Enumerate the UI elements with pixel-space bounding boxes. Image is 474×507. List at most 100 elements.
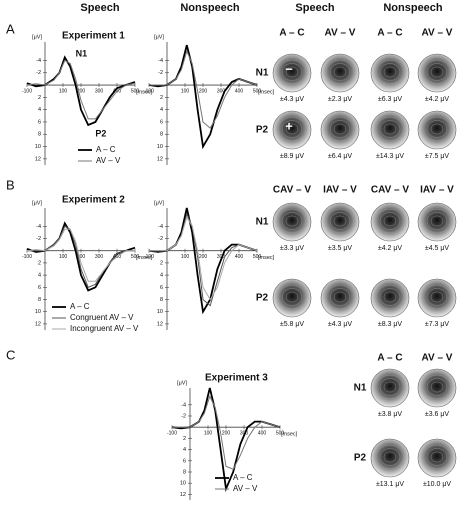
y-axis-label: [μV] xyxy=(32,34,42,40)
topomap-contour xyxy=(333,123,347,135)
topomap-contour xyxy=(285,215,299,227)
x-tick-label: 400 xyxy=(258,431,267,437)
y-tick-label: -2 xyxy=(158,236,163,242)
y-tick-label: 12 xyxy=(180,492,186,498)
x-axis-label: [msec] xyxy=(258,255,275,261)
legend-label: AV – V xyxy=(96,156,121,165)
map-value: ±3.3 μV xyxy=(280,245,305,252)
x-tick-label: -100 xyxy=(22,254,32,260)
map-column-header: CAV – V xyxy=(371,185,409,196)
topomap-contour xyxy=(383,291,397,303)
y-tick-label: -2 xyxy=(158,70,163,76)
waveform xyxy=(27,225,135,288)
topomap-contour xyxy=(281,120,303,138)
wave-header: Nonspeech xyxy=(180,2,240,14)
map-row-label: P2 xyxy=(354,453,367,464)
topomap-contour xyxy=(277,116,307,142)
topomap xyxy=(320,110,360,150)
x-tick-label: 200 xyxy=(199,254,208,260)
topomap-contour xyxy=(383,381,397,393)
topomap-contour xyxy=(379,212,401,230)
topomap-contour xyxy=(422,59,452,85)
y-tick-label: 8 xyxy=(38,297,41,303)
topomap-contour xyxy=(285,123,299,135)
x-tick-label: 300 xyxy=(95,88,104,94)
topomap-contour xyxy=(383,123,397,135)
topomap xyxy=(417,368,457,408)
topomap-contour xyxy=(329,212,351,230)
legend-label: A – C xyxy=(96,145,116,154)
wave-header: Speech xyxy=(80,2,119,14)
y-tick-label: 12 xyxy=(157,321,163,327)
map-value: ±13.1 μV xyxy=(376,481,404,488)
topomap-contour xyxy=(379,448,401,466)
x-axis-label: [msec] xyxy=(281,432,298,438)
topomap-contour xyxy=(379,120,401,138)
map-header: Nonspeech xyxy=(383,2,443,14)
topomap-contour xyxy=(333,291,347,303)
topomap-contour xyxy=(422,444,452,470)
topomap-contour xyxy=(333,66,347,78)
y-tick-label: 8 xyxy=(160,297,163,303)
x-tick-label: -100 xyxy=(167,431,177,437)
x-tick-label: 100 xyxy=(59,254,68,260)
topomap xyxy=(417,278,457,318)
y-axis-label: [μV] xyxy=(154,200,164,206)
waveform xyxy=(26,228,135,282)
y-tick-label: 10 xyxy=(35,309,41,315)
x-axis-label: [msec] xyxy=(136,90,153,96)
y-tick-label: -4 xyxy=(158,224,163,230)
y-tick-label: -2 xyxy=(36,236,41,242)
panel-letter: A xyxy=(6,21,15,36)
y-tick-label: 12 xyxy=(35,321,41,327)
legend-label: A – C xyxy=(233,473,253,482)
x-tick-label: 500 xyxy=(131,254,140,260)
map-value: ±2.3 μV xyxy=(328,96,353,103)
topomap xyxy=(370,438,410,478)
topomap xyxy=(320,53,360,93)
map-value: ±6.3 μV xyxy=(378,96,403,103)
topomap-contour xyxy=(325,284,355,310)
y-tick-label: 6 xyxy=(38,285,41,291)
x-tick-label: -100 xyxy=(144,88,154,94)
y-tick-label: 4 xyxy=(38,273,41,279)
y-tick-label: 2 xyxy=(160,260,163,266)
x-tick-label: 300 xyxy=(95,254,104,260)
topomap xyxy=(320,278,360,318)
map-row-label: P2 xyxy=(256,125,269,136)
x-tick-label: 400 xyxy=(235,254,244,260)
y-tick-label: -2 xyxy=(36,70,41,76)
x-axis-label: [msec] xyxy=(136,255,153,261)
topomap-contour xyxy=(325,59,355,85)
x-tick-label: 200 xyxy=(222,431,231,437)
topomap xyxy=(417,110,457,150)
x-tick-label: 500 xyxy=(276,431,285,437)
topomap-contour xyxy=(277,208,307,234)
legend-label: AV – V xyxy=(233,484,258,493)
map-value: ±3.8 μV xyxy=(378,411,403,418)
experiment-title: Experiment 1 xyxy=(62,31,125,42)
y-tick-label: -2 xyxy=(181,413,186,419)
map-column-header: AV – V xyxy=(422,28,453,39)
topomap-contour xyxy=(285,291,299,303)
x-tick-label: -100 xyxy=(144,254,154,260)
topomap-contour xyxy=(281,288,303,306)
x-tick-label: 500 xyxy=(253,254,262,260)
topomap-contour xyxy=(285,66,299,78)
y-tick-label: 6 xyxy=(160,119,163,125)
topomap-contour xyxy=(383,451,397,463)
topomap xyxy=(417,438,457,478)
x-tick-label: 200 xyxy=(77,254,86,260)
topomap-contour xyxy=(379,63,401,81)
y-tick-label: 4 xyxy=(160,273,163,279)
y-tick-label: -4 xyxy=(36,224,41,230)
topomap-contour xyxy=(375,59,405,85)
topomap-contour xyxy=(375,444,405,470)
topomap-contour xyxy=(383,66,397,78)
topomap-contour xyxy=(426,120,448,138)
y-tick-label: -4 xyxy=(181,402,186,408)
map-row-label: N1 xyxy=(256,217,269,228)
panel-letter: B xyxy=(6,177,15,192)
topomap-contour xyxy=(325,116,355,142)
